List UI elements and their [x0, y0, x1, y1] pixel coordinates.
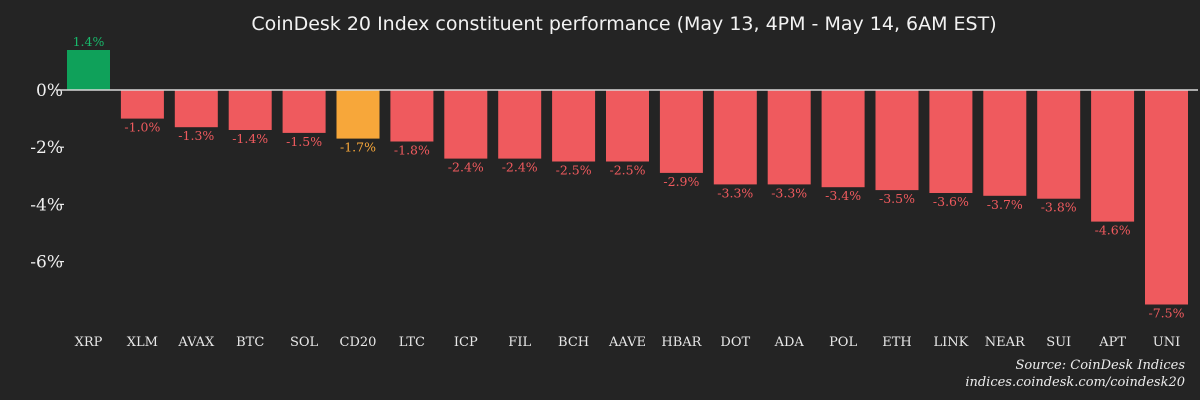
data-label-eth: -3.5% — [879, 191, 915, 206]
bar-icp — [444, 90, 488, 159]
x-tick-xrp: XRP — [75, 335, 103, 350]
x-tick-eth: ETH — [882, 335, 912, 350]
data-label-ltc: -1.8% — [394, 143, 430, 158]
data-label-link: -3.6% — [933, 194, 969, 209]
x-tick-fil: FIL — [508, 335, 531, 350]
bar-btc — [228, 90, 272, 130]
bar-cd20 — [336, 90, 380, 139]
bar-bch — [552, 90, 596, 162]
bar-eth — [875, 90, 919, 191]
y-tick-label: -6% — [30, 253, 63, 273]
data-label-cd20: -1.7% — [340, 140, 376, 155]
bar-sol — [282, 90, 326, 133]
x-tick-xlm: XLM — [127, 335, 158, 350]
bar-hbar — [659, 90, 703, 173]
bar-avax — [174, 90, 218, 128]
y-tick-label: -2% — [30, 138, 63, 158]
x-tick-hbar: HBAR — [661, 335, 702, 350]
data-label-aave: -2.5% — [610, 163, 646, 178]
data-label-avax: -1.3% — [178, 128, 214, 143]
data-label-xrp: 1.4% — [73, 34, 105, 49]
x-tick-cd20: CD20 — [340, 335, 377, 350]
data-label-sui: -3.8% — [1041, 200, 1077, 215]
data-label-ada: -3.3% — [771, 185, 807, 200]
bar-ada — [767, 90, 811, 185]
x-tick-ada: ADA — [774, 335, 805, 350]
y-axis: 0% -2% -4% -6% — [30, 81, 64, 273]
x-tick-bch: BCH — [558, 335, 589, 350]
data-label-btc: -1.4% — [232, 131, 268, 146]
data-label-hbar: -2.9% — [663, 174, 699, 189]
data-label-apt: -4.6% — [1095, 223, 1131, 238]
chart-title: CoinDesk 20 Index constituent performanc… — [251, 13, 996, 35]
x-tick-uni: UNI — [1153, 335, 1180, 350]
bar-sui — [1037, 90, 1081, 199]
data-label-icp: -2.4% — [448, 160, 484, 175]
bar-aave — [606, 90, 649, 162]
data-label-dot: -3.3% — [717, 185, 753, 200]
x-tick-link: LINK — [933, 335, 968, 350]
x-axis: XRP XLM AVAX BTC SOL CD20 LTC ICP FIL BCH AAVE HBAR… — [75, 335, 1181, 350]
x-tick-pol: POL — [829, 335, 857, 350]
y-tick-label: -4% — [30, 195, 63, 215]
x-tick-icp: ICP — [454, 335, 478, 350]
data-label-fil: -2.4% — [502, 160, 538, 175]
x-tick-ltc: LTC — [399, 335, 425, 350]
source-line-1: Source: CoinDesk Indices — [1015, 358, 1185, 373]
y-tick-label: 0% — [36, 81, 63, 101]
data-label-pol: -3.4% — [825, 188, 861, 203]
x-tick-sol: SOL — [290, 335, 319, 350]
x-tick-dot: DOT — [720, 335, 750, 350]
bar-pol — [821, 90, 865, 188]
x-tick-avax: AVAX — [177, 335, 215, 350]
data-label-sol: -1.5% — [286, 134, 322, 149]
data-label-near: -3.7% — [987, 197, 1023, 212]
source-line-2: indices.coindesk.com/coindesk20 — [965, 375, 1185, 390]
data-labels: 1.4% -1.0% -1.3% -1.4% -1.5% -1.7% -1.8% -2.4% -… — [73, 34, 1185, 321]
bar-fil — [498, 90, 542, 159]
x-tick-apt: APT — [1098, 335, 1126, 350]
data-label-bch: -2.5% — [556, 163, 592, 178]
bar-link — [929, 90, 973, 193]
x-tick-near: NEAR — [985, 335, 1026, 350]
x-tick-btc: BTC — [236, 335, 264, 350]
bar-xrp — [67, 50, 110, 90]
bar-xlm — [120, 90, 164, 119]
bar-near — [983, 90, 1027, 196]
bar-ltc — [390, 90, 434, 142]
bar-uni — [1145, 90, 1188, 305]
x-tick-aave: AAVE — [608, 335, 646, 350]
data-label-xlm: -1.0% — [124, 120, 160, 135]
bars — [67, 50, 1188, 305]
x-tick-sui: SUI — [1046, 335, 1071, 350]
bar-dot — [713, 90, 757, 185]
bar-apt — [1091, 90, 1135, 222]
data-label-uni: -7.5% — [1149, 306, 1185, 321]
